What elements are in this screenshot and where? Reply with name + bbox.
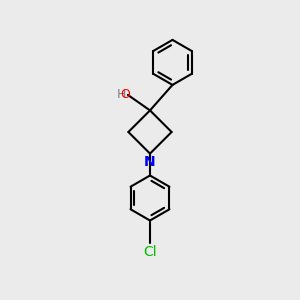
Text: H: H <box>117 88 126 101</box>
Text: Cl: Cl <box>143 244 157 259</box>
Text: N: N <box>144 155 156 169</box>
Text: O: O <box>120 88 130 101</box>
